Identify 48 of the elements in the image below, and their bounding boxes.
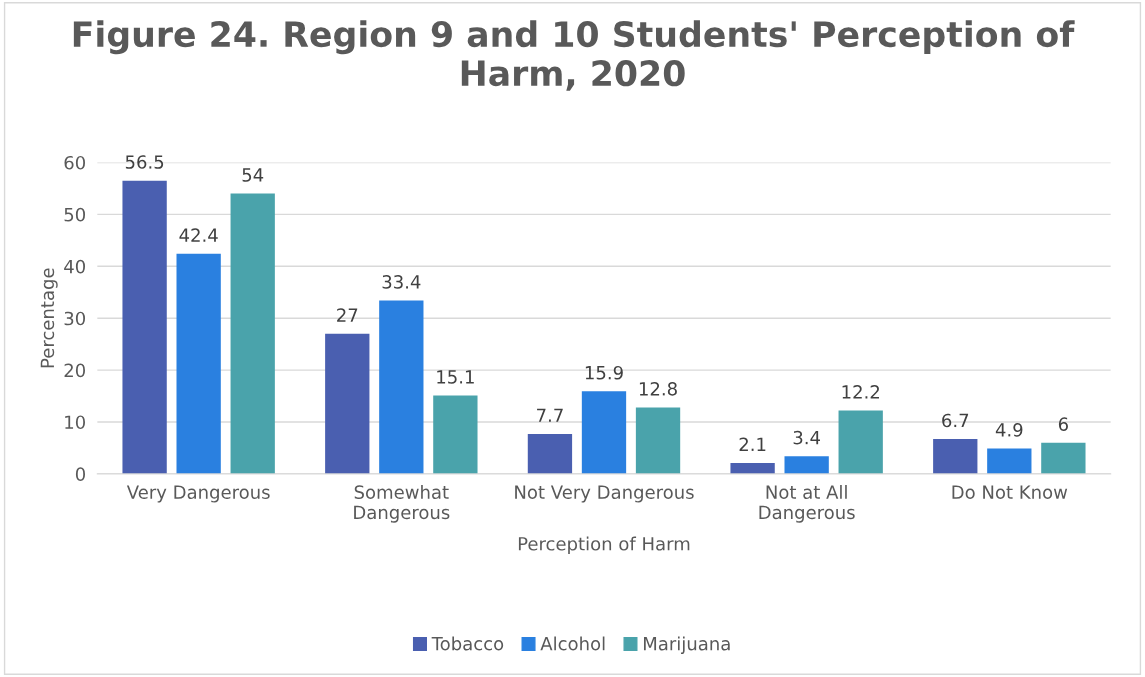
data-label: 15.1 bbox=[437, 370, 474, 384]
y-tick-label: 30 bbox=[64, 311, 86, 326]
y-tick-label: 20 bbox=[64, 363, 86, 378]
data-label: 42.4 bbox=[179, 228, 218, 242]
bar bbox=[933, 439, 978, 474]
y-tick-label: 0 bbox=[75, 467, 86, 482]
bar bbox=[379, 300, 424, 474]
y-tick-label: 50 bbox=[64, 207, 86, 222]
data-label: 2.1 bbox=[739, 437, 766, 451]
y-tick-label: 10 bbox=[65, 415, 86, 430]
data-label: 6.7 bbox=[942, 413, 969, 428]
bar bbox=[176, 253, 221, 474]
bar bbox=[325, 333, 370, 474]
bar bbox=[987, 448, 1032, 474]
bar bbox=[1041, 442, 1086, 474]
data-label: 56.5 bbox=[125, 155, 164, 169]
chart-title: Figure 24. Region 9 and 10 Students' Perception of Harm, 2020 bbox=[73, 20, 1075, 91]
legend-label: Tobacco bbox=[431, 636, 504, 651]
x-tick-label: Not at All Dangerous bbox=[759, 485, 855, 523]
data-label: 27 bbox=[337, 308, 358, 322]
x-tick-label: Not Very Dangerous bbox=[515, 485, 694, 503]
bar bbox=[635, 407, 681, 474]
bar bbox=[527, 433, 573, 474]
x-tick-label: Very Dangerous bbox=[126, 485, 270, 503]
bar bbox=[838, 410, 883, 474]
data-label: 4.9 bbox=[995, 422, 1023, 437]
data-label: 12.8 bbox=[639, 381, 677, 396]
y-axis-title: Percentage bbox=[40, 268, 58, 368]
data-label: 15.9 bbox=[585, 365, 623, 380]
bar bbox=[230, 193, 275, 474]
bar bbox=[581, 391, 627, 474]
bar bbox=[433, 395, 478, 474]
y-tick-label: 60 bbox=[64, 155, 86, 170]
bar bbox=[122, 180, 167, 474]
data-label: 3.4 bbox=[793, 430, 820, 445]
x-tick-label: Do Not Know bbox=[952, 485, 1068, 499]
legend-label: Marijuana bbox=[644, 636, 730, 654]
data-label: 6 bbox=[1058, 417, 1068, 431]
y-tick-label: 40 bbox=[64, 259, 86, 274]
data-label: 7.7 bbox=[537, 408, 563, 422]
x-axis-title: Perception of Harm bbox=[518, 536, 690, 555]
x-tick-label: Somewhat Dangerous bbox=[354, 485, 450, 523]
data-label: 12.2 bbox=[842, 385, 879, 399]
bar bbox=[730, 463, 775, 474]
legend-label: Alcohol bbox=[540, 636, 605, 651]
bar bbox=[784, 456, 829, 474]
data-label: 33.4 bbox=[382, 275, 421, 289]
data-label: 54 bbox=[242, 168, 264, 182]
